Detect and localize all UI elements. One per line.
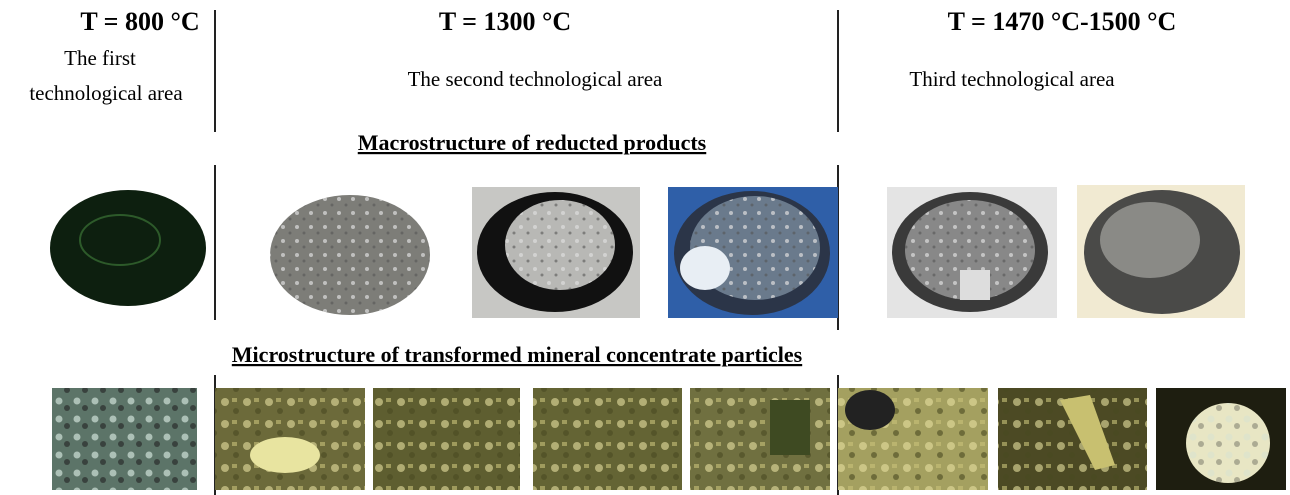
zone-temperature: T = 1300 °C: [439, 7, 571, 36]
zone-temperature: T = 800 °C: [80, 7, 199, 36]
section-heading: Microstructure of transformed mineral co…: [232, 342, 803, 367]
zone-label: technological area: [29, 81, 183, 105]
zone-label: The first: [64, 46, 136, 70]
section-heading: Macrostructure of reducted products: [358, 130, 707, 155]
zone-label: The second technological area: [408, 67, 663, 91]
macro-photos: [50, 185, 1245, 318]
zone-label: Third technological area: [909, 67, 1115, 91]
micro-photos: [52, 388, 1286, 490]
zone-temperature: T = 1470 °C-1500 °C: [948, 7, 1177, 36]
